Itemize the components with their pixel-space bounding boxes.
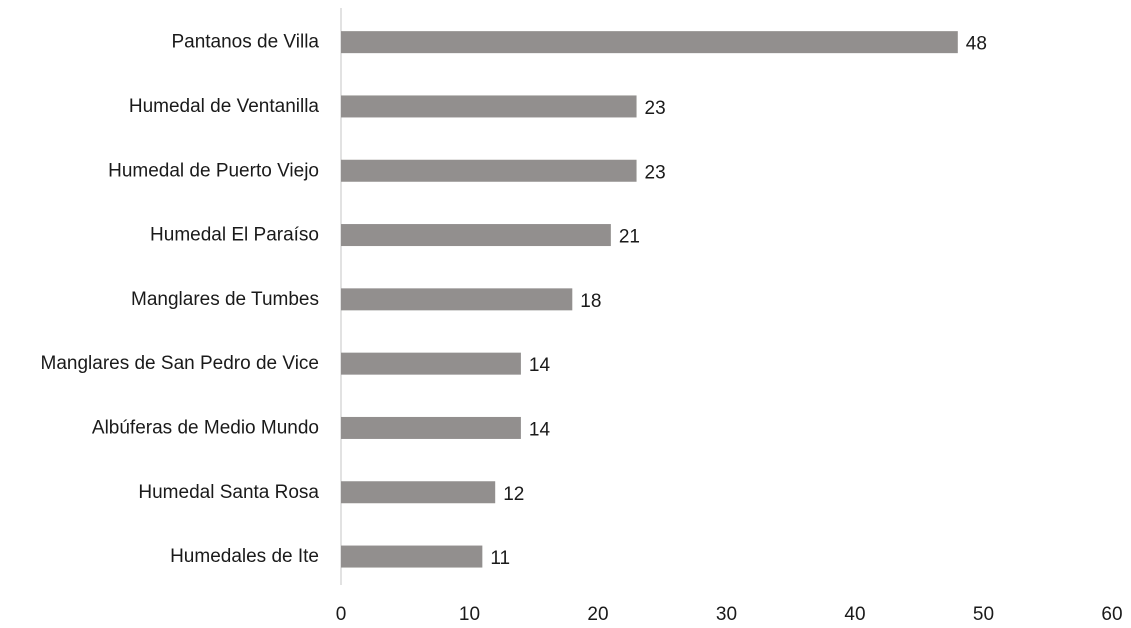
category-label: Manglares de Tumbes: [131, 289, 319, 310]
category-label: Albúferas de Medio Mundo: [92, 417, 319, 438]
bar: [341, 159, 637, 182]
category-label: Pantanos de Villa: [171, 32, 319, 53]
bar: [341, 288, 573, 311]
category-label: Manglares de San Pedro de Vice: [41, 353, 320, 374]
x-tick-label: 30: [716, 604, 737, 625]
x-tick-label: 40: [844, 604, 865, 625]
bar: [341, 31, 958, 54]
bar: [341, 481, 496, 504]
category-label: Humedales de Ite: [170, 546, 319, 567]
category-label: Humedal Santa Rosa: [138, 482, 319, 503]
category-labels-group: Pantanos de Villa Humedal de Ventanilla Hu…: [41, 32, 320, 567]
x-tick-label: 0: [336, 604, 347, 625]
bar: [341, 224, 611, 247]
data-label: 14: [529, 355, 551, 376]
x-tick-label: 10: [459, 604, 480, 625]
data-label: 11: [490, 548, 510, 569]
category-label: Humedal de Ventanilla: [129, 96, 320, 117]
data-label: 21: [619, 227, 640, 248]
category-label: Humedal El Paraíso: [150, 225, 319, 246]
bar: [341, 545, 483, 568]
x-tick-label: 60: [1101, 604, 1122, 625]
x-tick-labels-group: 0 10 20 30 40 50 60: [336, 604, 1123, 625]
data-label: 18: [580, 291, 601, 312]
data-label: 14: [529, 419, 551, 440]
x-tick-label: 20: [587, 604, 608, 625]
data-label: 12: [503, 484, 524, 505]
bars-group: [341, 31, 958, 568]
x-tick-label: 50: [973, 604, 994, 625]
bar: [341, 416, 521, 439]
data-label: 23: [645, 98, 666, 119]
bar: [341, 95, 637, 118]
category-label: Humedal de Puerto Viejo: [108, 160, 319, 181]
data-label: 48: [966, 34, 987, 55]
value-labels-group: 48 23 23 21 18 14 14 12 11: [490, 34, 987, 569]
data-label: 23: [645, 162, 666, 183]
bar: [341, 352, 521, 375]
